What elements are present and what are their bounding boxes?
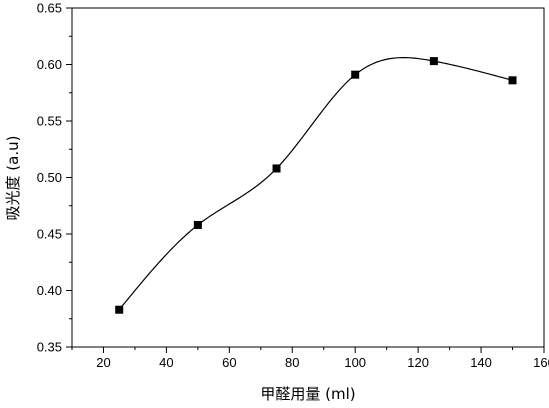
y-tick-label: 0.50: [37, 170, 62, 185]
y-axis-title: 吸光度 (a.u): [4, 136, 22, 221]
data-point: [272, 164, 281, 173]
data-markers: [115, 57, 517, 314]
x-tick-label: 100: [344, 355, 366, 370]
x-tick-label: 60: [222, 355, 236, 370]
data-point: [429, 57, 438, 66]
x-tick-label: 160: [533, 355, 549, 370]
y-axis-ticks: 0.35 0.40 0.45 0.50 0.55 0.60 0.65: [37, 1, 72, 355]
data-point: [193, 220, 202, 229]
y-tick-label: 0.65: [37, 1, 62, 16]
plot-frame: [71, 7, 545, 348]
y-tick-label: 0.40: [37, 283, 62, 298]
x-axis-ticks: 20 40 60 80 100 120 140 160: [71, 347, 549, 370]
x-tick-label: 140: [470, 355, 492, 370]
x-axis-title: 甲醛用量 (ml): [260, 385, 355, 403]
y-tick-label: 0.55: [37, 114, 62, 129]
y-tick-label: 0.35: [37, 340, 62, 355]
data-point: [508, 76, 517, 85]
data-point: [115, 305, 124, 314]
series-line: [118, 57, 513, 311]
x-tick-label: 20: [96, 355, 110, 370]
x-tick-label: 120: [407, 355, 429, 370]
x-tick-label: 40: [159, 355, 173, 370]
data-point: [351, 70, 360, 79]
y-tick-label: 0.45: [37, 227, 62, 242]
x-tick-label: 80: [285, 355, 299, 370]
y-tick-label: 0.60: [37, 57, 62, 72]
